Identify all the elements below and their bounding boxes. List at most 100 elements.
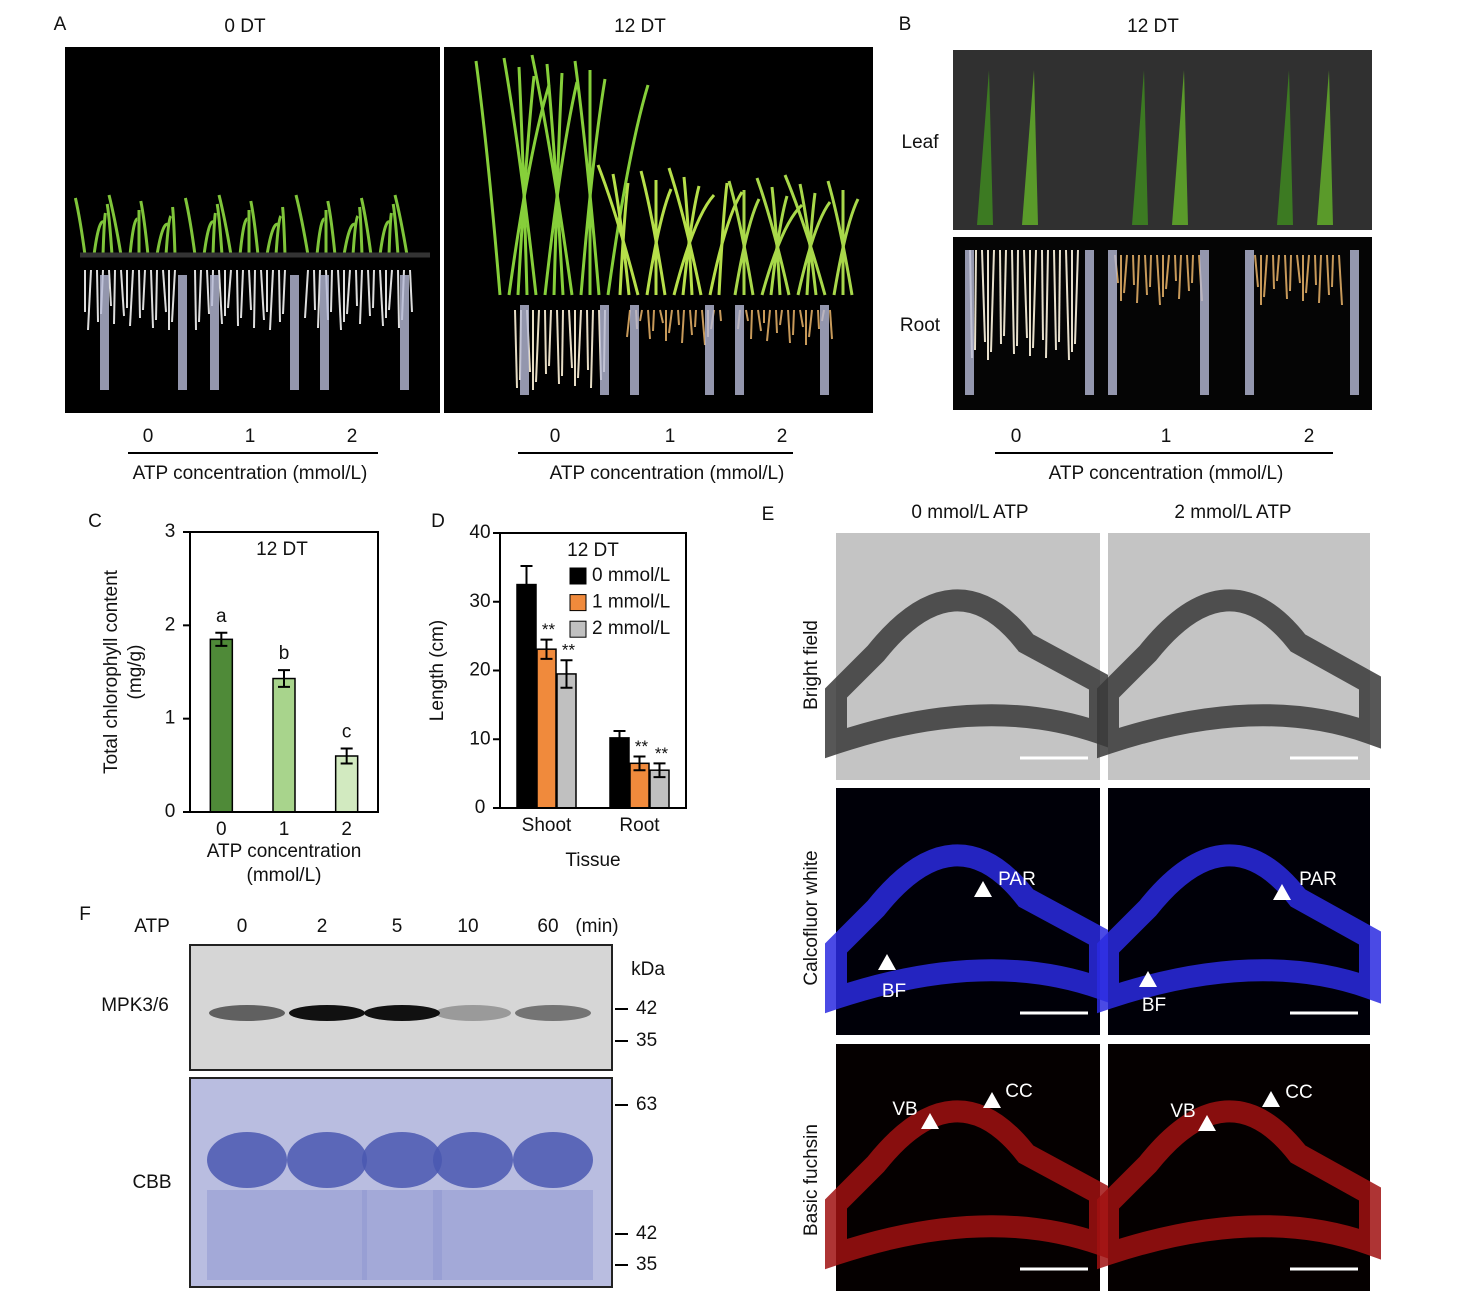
plant-leaf (530, 54, 574, 296)
root (535, 309, 540, 383)
leaf-blade (1277, 70, 1293, 225)
plant-leaf (378, 220, 391, 256)
error-bar (613, 730, 626, 746)
root (171, 269, 176, 323)
root (260, 269, 265, 321)
root (1296, 254, 1301, 284)
legend-label: 1 mmol/L (592, 592, 670, 613)
plant-leaf (681, 185, 701, 296)
lane-label: 0 (237, 916, 248, 937)
dose-label: 0 (143, 426, 154, 447)
root (990, 249, 995, 353)
plant-leaf (755, 177, 791, 296)
root (981, 249, 986, 343)
root (1272, 254, 1275, 290)
dose-label: 0 (550, 426, 561, 447)
plant-leaf (359, 197, 373, 256)
error-bar (560, 659, 573, 689)
legend-swatch (569, 567, 587, 585)
plant-leaf (101, 212, 107, 256)
root (240, 269, 244, 319)
plant-leaf (249, 200, 260, 256)
plant-leaf (502, 57, 538, 296)
tube (1085, 250, 1094, 395)
marker-label: 42 (636, 998, 657, 1019)
root (269, 269, 274, 331)
plant-leaf (770, 186, 782, 296)
tube (600, 305, 609, 395)
plant-leaf (545, 63, 565, 296)
y-axis-label: (mg/g) (125, 645, 146, 700)
plant-leaf (516, 75, 536, 296)
root (379, 269, 384, 327)
plant-leaf (832, 198, 860, 296)
root (1314, 254, 1317, 286)
root (1123, 254, 1128, 294)
error-bar (653, 762, 666, 779)
legend-label: 0 mmol/L (592, 565, 670, 586)
time-unit: (min) (575, 916, 618, 937)
root (1186, 254, 1190, 292)
blot-band (435, 1005, 511, 1021)
y-axis-label: Total chlorophyll content (101, 569, 122, 774)
arrowhead (974, 881, 992, 897)
tube (965, 250, 974, 395)
plot-frame (189, 531, 379, 813)
root (236, 269, 239, 327)
root (367, 269, 371, 317)
legend-swatch (569, 620, 587, 638)
plant-leaf (215, 203, 224, 256)
blot-name: MPK3/6 (101, 995, 169, 1016)
root (974, 249, 977, 351)
root (677, 309, 680, 326)
dose-label: 2 (777, 426, 788, 447)
row-label: Leaf (902, 132, 940, 153)
photo-b-leaf (953, 50, 1372, 230)
root (150, 269, 154, 329)
plant-leaf (281, 206, 287, 256)
root (1191, 254, 1194, 284)
root (1053, 249, 1057, 351)
arrowhead (878, 954, 896, 970)
annotation: CC (1005, 1081, 1032, 1102)
root (799, 309, 804, 328)
legend-label: 2 mmol/L (592, 618, 670, 639)
panel-label: E (762, 504, 775, 525)
plant-leaf (128, 217, 138, 256)
root (757, 309, 762, 332)
plant-leaf (326, 200, 337, 256)
root (1074, 249, 1079, 345)
stain-lane (433, 1190, 513, 1280)
error-bar (520, 565, 533, 605)
plant-leaf (274, 215, 283, 256)
root (1045, 249, 1049, 359)
arrowhead (1198, 1115, 1216, 1131)
row-label: Basic fuchsin (801, 1124, 822, 1236)
significance: c (342, 722, 352, 743)
significance: a (216, 606, 227, 627)
panel-label: B (899, 14, 912, 35)
error-bar (340, 747, 353, 765)
plant-leaf (611, 173, 631, 296)
root (590, 309, 594, 389)
root (548, 309, 552, 367)
root (194, 269, 197, 331)
plant-leaf (672, 193, 716, 296)
tube (1108, 250, 1117, 395)
root (1178, 254, 1182, 300)
lane-label: 2 (317, 916, 328, 937)
error-bar (215, 631, 228, 647)
root (1284, 254, 1288, 300)
root (388, 269, 393, 311)
y-tick-label: 20 (469, 660, 490, 681)
axis-label: ATP concentration (mmol/L) (1049, 463, 1284, 484)
plant-leaf (826, 180, 854, 296)
plant-leaf (682, 176, 694, 296)
dose-label: 1 (1161, 426, 1172, 447)
x-tick-label: Root (619, 815, 660, 836)
plant-leaf (543, 81, 579, 296)
dose-label: 2 (1304, 426, 1315, 447)
plant-leaf (805, 192, 817, 296)
root (282, 269, 286, 315)
